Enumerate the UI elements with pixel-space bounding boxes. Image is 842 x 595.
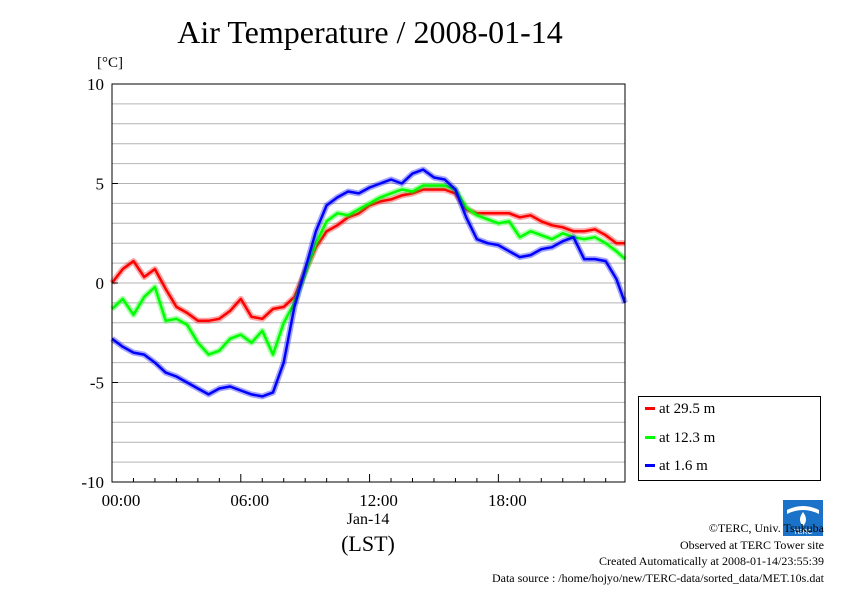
legend-item-12-3m: at 12.3 m <box>645 430 715 447</box>
y-tick-label: 5 <box>96 175 105 194</box>
grid-lines <box>112 103 625 463</box>
credits-observed: Observed at TERC Tower site <box>679 537 824 552</box>
legend: at 29.5 m at 12.3 m at 1.6 m <box>638 396 821 481</box>
chart-title: Air Temperature / 2008-01-14 <box>177 14 563 50</box>
legend-swatch-1-6m <box>645 464 655 468</box>
logo-text: TERC <box>793 529 812 536</box>
x-axis-date-label: Jan-14 <box>346 511 390 528</box>
series-lines <box>109 166 628 400</box>
y-tick-label: -10 <box>81 473 104 492</box>
legend-swatch-29-5m <box>645 407 655 411</box>
legend-label-1-6m: at 1.6 m <box>659 458 708 474</box>
series-line-2 <box>111 168 627 398</box>
x-tick-label: 18:00 <box>488 491 527 510</box>
series-line-0 <box>111 188 625 323</box>
series-glow-0 <box>109 186 625 324</box>
y-tick-label: 10 <box>87 75 104 94</box>
legend-label-29-5m: at 29.5 m <box>659 401 716 417</box>
x-tick-label: 00:00 <box>102 491 141 510</box>
legend-swatch-12-3m <box>645 436 655 440</box>
x-tick-label: 06:00 <box>230 491 269 510</box>
y-tick-label: 0 <box>96 274 105 293</box>
x-tick-label: 12:00 <box>359 491 398 510</box>
y-tick-label: -5 <box>90 374 104 393</box>
credits-block: ©TERC, Univ. Tsukuba Observed at TERC To… <box>492 520 824 586</box>
credits-copyright: ©TERC, Univ. Tsukuba <box>708 521 824 535</box>
credits-source: Data source : /home/hojyo/new/TERC-data/… <box>491 570 824 585</box>
credits-created: Created Automatically at 2008-01-14/23:5… <box>599 554 824 568</box>
terc-logo-icon: TERC <box>783 500 823 536</box>
y-axis-label: [°C] <box>97 55 123 71</box>
legend-item-29-5m: at 29.5 m <box>645 401 715 418</box>
series-line-1 <box>111 184 626 356</box>
x-axis-label: (LST) <box>341 531 395 556</box>
legend-item-1-6m: at 1.6 m <box>645 458 708 475</box>
legend-label-12-3m: at 12.3 m <box>659 430 716 446</box>
